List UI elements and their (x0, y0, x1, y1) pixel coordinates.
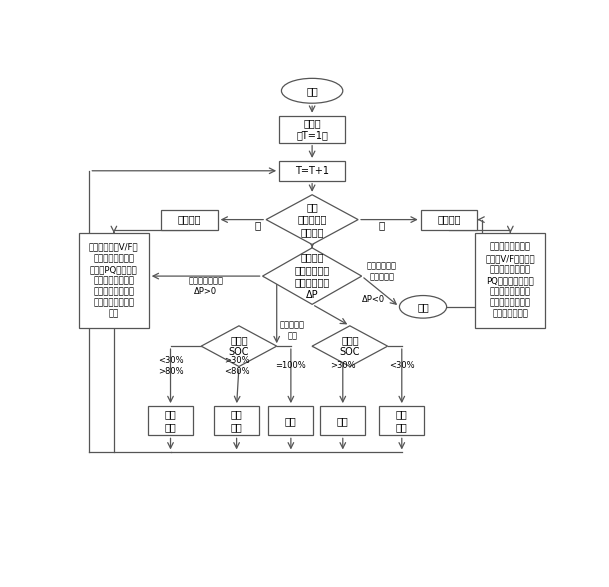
Text: 蓄电池
SOC: 蓄电池 SOC (229, 335, 249, 357)
Text: <30%: <30% (389, 361, 415, 370)
Polygon shape (262, 248, 362, 304)
Ellipse shape (400, 295, 446, 318)
Bar (279, 116, 345, 143)
Text: 恒流
充电: 恒流 充电 (164, 410, 177, 432)
Text: >30%
<80%: >30% <80% (224, 356, 250, 376)
Bar (269, 406, 313, 436)
Bar (379, 406, 424, 436)
Text: =100%: =100% (275, 361, 306, 370)
Polygon shape (312, 326, 387, 366)
Bar (79, 233, 149, 328)
Polygon shape (266, 195, 358, 244)
Text: <30%
>80%: <30% >80% (158, 356, 183, 376)
Text: 放电: 放电 (337, 416, 349, 426)
Text: 停止
放电: 停止 放电 (396, 410, 407, 432)
Text: 结束: 结束 (417, 302, 429, 312)
Text: 电压或频率超
出安全范围: 电压或频率超 出安全范围 (367, 262, 397, 282)
Text: 是: 是 (255, 220, 261, 230)
Bar (320, 406, 365, 436)
Text: 恒压
充电: 恒压 充电 (231, 410, 242, 432)
Text: 电压或频率
升高: 电压或频率 升高 (280, 321, 304, 340)
Text: 主网
电压、频率
是否正常: 主网 电压、频率 是否正常 (297, 202, 327, 237)
Text: 否: 否 (379, 220, 385, 230)
Bar (476, 233, 545, 328)
Text: 孤岛运行: 孤岛运行 (437, 215, 461, 225)
Bar (421, 210, 477, 230)
Text: 超级电容采用V/F控
制；其余所有逆变
器采用PQ控制；直
流变换器采用恒直
流电压控制；光伏
发电采用最大功率
控制: 超级电容采用V/F控 制；其余所有逆变 器采用PQ控制；直 流变换器采用恒直 流… (89, 243, 139, 318)
Text: 主逆变器和超级电
容采用V/F控制；其
余所有逆变器采用
PQ控制；直流变换
器采用恒直流电压
控制；光伏发电采
用最大功率控制: 主逆变器和超级电 容采用V/F控制；其 余所有逆变器采用 PQ控制；直流变换 器… (485, 243, 535, 318)
Text: 开始: 开始 (306, 86, 318, 96)
Bar (161, 210, 218, 230)
Text: ΔP<0: ΔP<0 (362, 295, 385, 303)
Bar (279, 161, 345, 181)
Ellipse shape (281, 78, 343, 103)
Text: 浮充: 浮充 (285, 416, 297, 426)
Text: >30%: >30% (330, 361, 356, 370)
Text: 初始化
（T=1）: 初始化 （T=1） (296, 118, 328, 140)
Bar (214, 406, 259, 436)
Bar (148, 406, 193, 436)
Polygon shape (201, 326, 276, 366)
Text: 交流母线
电压、频率及
功率不平衡度
ΔP: 交流母线 电压、频率及 功率不平衡度 ΔP (295, 252, 329, 300)
Text: T=T+1: T=T+1 (295, 166, 329, 176)
Text: 电压或频率升高
ΔP>0: 电压或频率升高 ΔP>0 (188, 276, 224, 296)
Text: 并网运行: 并网运行 (178, 215, 201, 225)
Text: 蓄电池
SOC: 蓄电池 SOC (340, 335, 360, 357)
